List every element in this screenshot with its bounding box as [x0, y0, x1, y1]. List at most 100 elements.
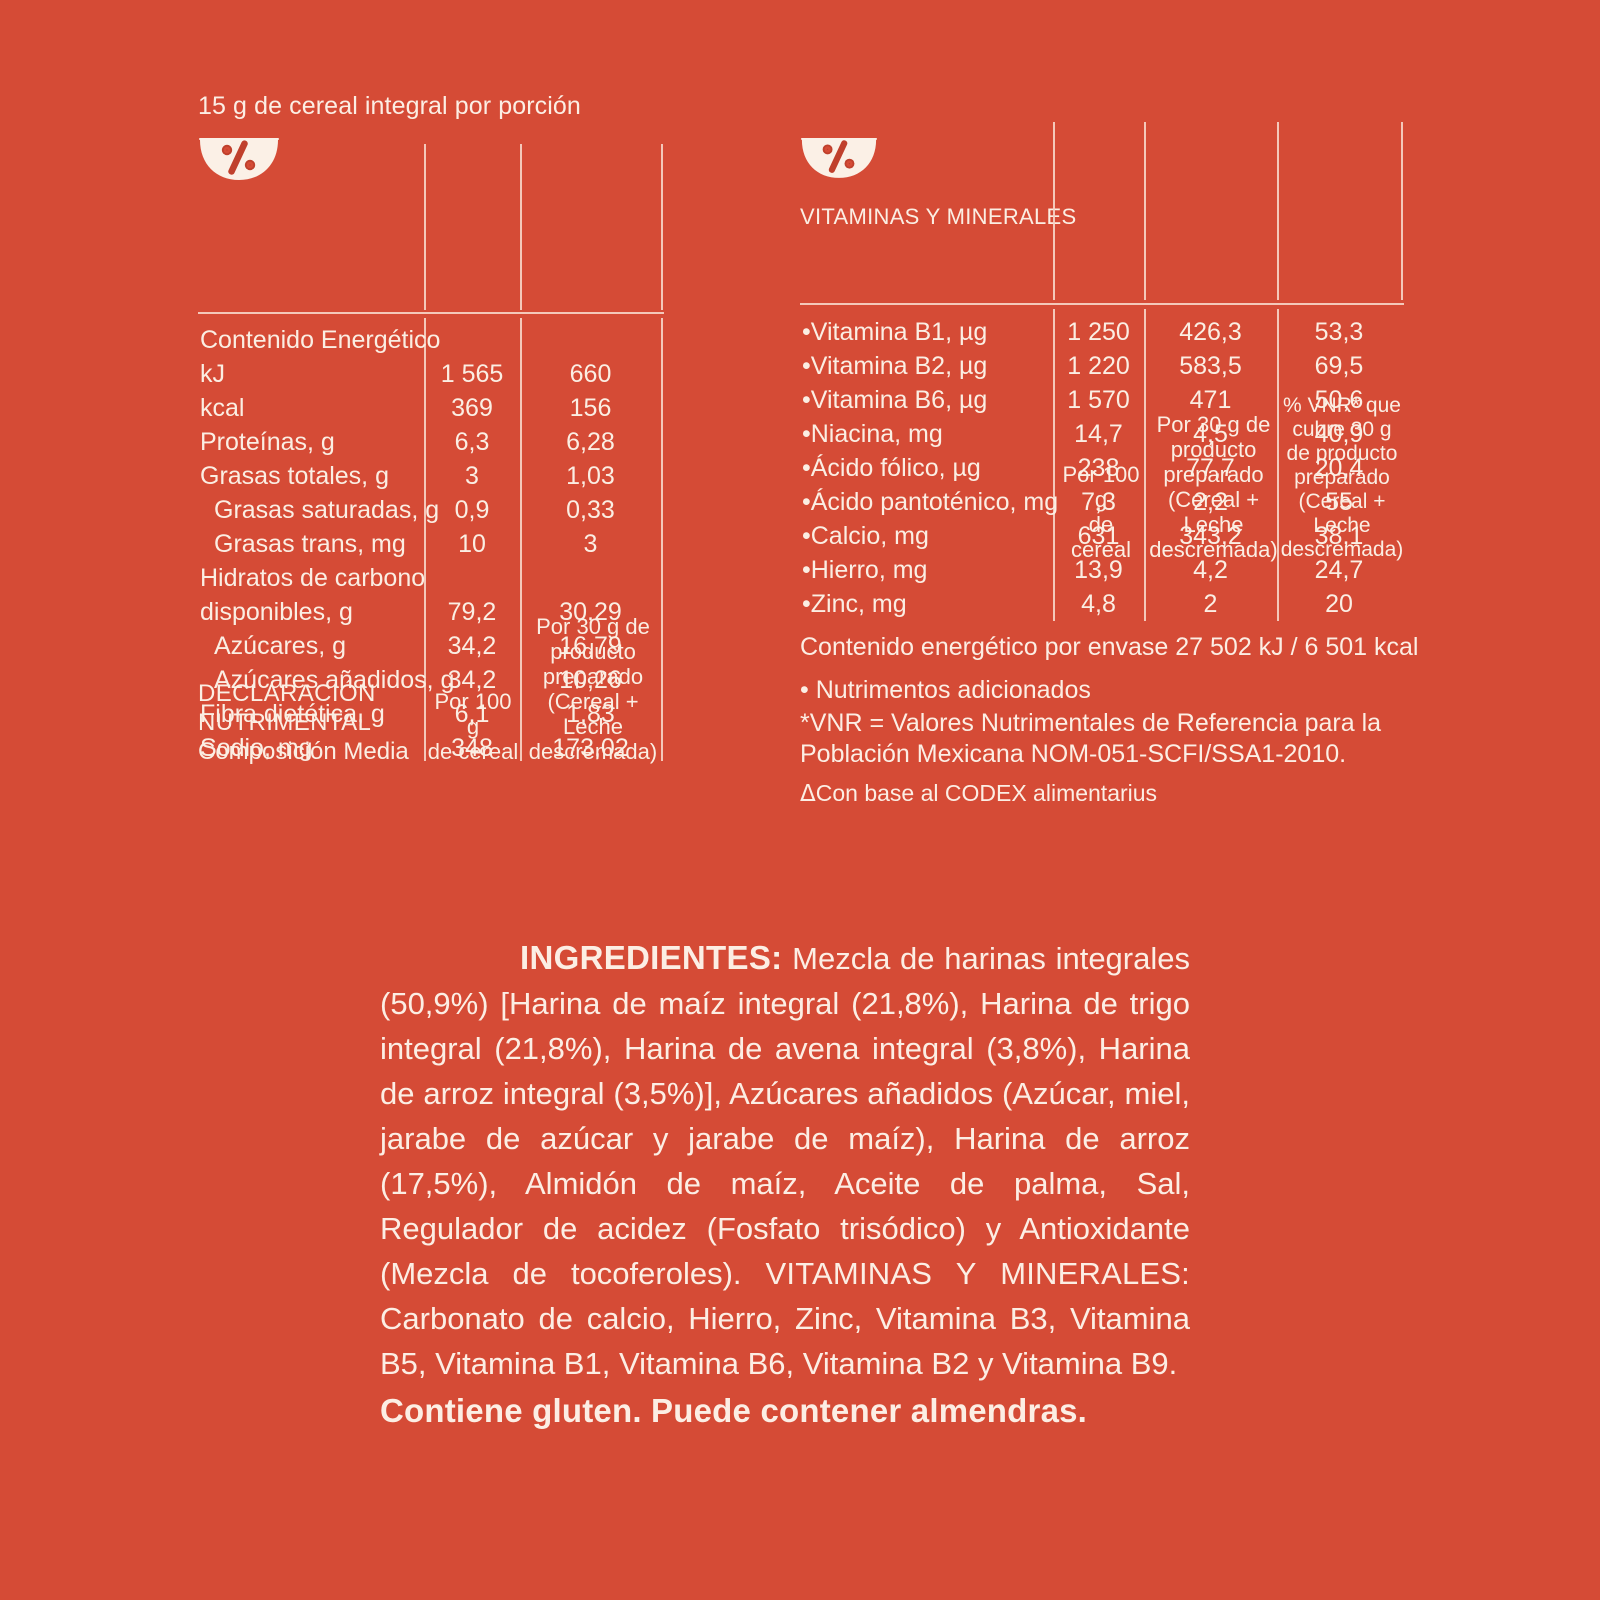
table-divider-vertical — [1401, 122, 1403, 300]
col-header-line: de producto — [1286, 442, 1398, 465]
footnote-added-nutrients: • Nutrimentos adicionados — [800, 676, 1091, 704]
bowl-percent-icon — [800, 134, 878, 180]
table-divider-vertical — [661, 318, 663, 761]
declaration-line-2: NUTRIMENTAL — [198, 709, 372, 736]
table-row-label: Contenido Energético — [200, 326, 441, 354]
table-cell-value: 4,5 — [1193, 420, 1228, 448]
table-cell-value: 1,03 — [566, 462, 615, 490]
column-header-per-30g-prepared: Por 30 g de producto preparado (Cereal +… — [1147, 412, 1280, 562]
table-divider-vertical — [1277, 309, 1279, 621]
table-row-label: kJ — [200, 360, 225, 388]
table-divider-vertical — [661, 144, 663, 310]
table-cell-value: 30,29 — [559, 598, 622, 626]
table-header-rule — [800, 303, 1404, 305]
table-row-label: •Vitamina B6, µg — [802, 386, 988, 414]
vitamins-minerals-table: VITAMINAS Y MINERALES Por 100 g de cerea… — [800, 112, 1404, 622]
col-header-line: producto — [1170, 437, 1257, 462]
portion-note: 15 g de cereal integral por porción — [198, 92, 581, 120]
column-header-per-100g: Por 100 g de cereal — [1056, 462, 1146, 562]
table-cell-value: 34,2 — [447, 632, 497, 660]
table-row-label: •Zinc, mg — [802, 590, 907, 618]
table-cell-value: 426,3 — [1179, 318, 1242, 346]
table-cell-value: 79,2 — [447, 598, 497, 626]
table-row-label: •Ácido pantoténico, mg — [802, 488, 1059, 516]
col-header-line: descremada) — [1149, 537, 1278, 562]
allergen-warning: Contiene gluten. Puede contener almendra… — [380, 1392, 1088, 1429]
col-header-line: de cereal — [427, 739, 519, 764]
table-cell-value: 10,26 — [559, 666, 622, 694]
col-header-line: preparado — [542, 664, 644, 689]
table-divider-vertical — [1277, 122, 1279, 300]
table-cell-value: 24,7 — [1314, 556, 1364, 584]
table-cell-value: 6,1 — [454, 700, 490, 728]
table-divider-vertical — [1144, 309, 1146, 621]
table-header-rule — [198, 312, 664, 314]
col-header-line: descremada) — [528, 739, 658, 764]
ingredients-heading: INGREDIENTES: — [520, 939, 783, 976]
table-cell-value: 3 — [465, 462, 479, 490]
table-cell-value: 3 — [583, 530, 598, 558]
col-header-line: cubre 30 g — [1292, 418, 1392, 441]
declaration-line-3: Composición Media — [198, 738, 409, 765]
table-divider-vertical — [1053, 122, 1055, 300]
table-divider-vertical — [424, 144, 426, 310]
col-header-line: (Cereal + Leche — [547, 689, 639, 739]
table-row-label: •Calcio, mg — [802, 522, 929, 550]
table-cell-value: 238 — [1077, 454, 1120, 482]
table-divider-vertical — [520, 318, 522, 761]
col-header-line: preparado — [1163, 462, 1264, 487]
table-cell-value: 2,2 — [1193, 488, 1228, 516]
table-cell-value: 0,33 — [566, 496, 615, 524]
table-cell-value: 34,2 — [447, 666, 497, 694]
table-divider-vertical — [1144, 122, 1146, 300]
table-cell-value: 343,2 — [1179, 522, 1242, 550]
footnote-energy-per-package: Contenido energético por envase 27 502 k… — [800, 633, 1419, 661]
col-header-line: Por 30 g de — [1156, 412, 1271, 437]
table-row-label: disponibles, g — [200, 598, 353, 626]
table-cell-value: 7,3 — [1081, 488, 1116, 516]
table-cell-value: 16,79 — [559, 632, 622, 660]
table-row-label: Fibra dietética, g — [200, 700, 385, 728]
table-cell-value: 69,5 — [1314, 352, 1364, 380]
column-header-per-30g-prepared: Por 30 g de producto preparado (Cereal +… — [523, 614, 663, 764]
col-header-line: de cereal — [1071, 512, 1131, 562]
table-cell-value: 2 — [1203, 590, 1218, 618]
table-row-label: Proteínas, g — [200, 428, 335, 456]
table-cell-value: 583,5 — [1179, 352, 1242, 380]
table-cell-value: 13,9 — [1074, 556, 1123, 584]
table-cell-value: 38,1 — [1314, 522, 1364, 550]
col-header-line: % VNR* que — [1283, 394, 1401, 417]
footnote-vnr-definition: *VNR = Valores Nutrimentales de Referenc… — [800, 709, 1382, 768]
ingredients-block: INGREDIENTES: Mezcla de harinas integral… — [380, 935, 1190, 1433]
col-header-line: (Cereal + Leche — [1167, 487, 1260, 537]
declaration-line-1: DECLARACIÓN — [198, 680, 376, 707]
vitamins-minerals-title: VITAMINAS Y MINERALES — [800, 204, 1077, 229]
table-cell-value: 6,28 — [566, 428, 615, 456]
table-cell-value: 20 — [1325, 590, 1353, 618]
table-cell-value: 4,2 — [1193, 556, 1228, 584]
col-header-line: Por 100 g — [434, 689, 512, 739]
table-row-label: •Ácido fólico, µg — [802, 454, 981, 482]
col-header-line: Leche descremada) — [1280, 514, 1404, 561]
table-row-label: Grasas totales, g — [200, 462, 389, 490]
table-cell-value: 348 — [451, 734, 493, 762]
table-row-label: •Niacina, mg — [802, 420, 943, 448]
column-header-percent-vnr: % VNR* que cubre 30 g de producto prepar… — [1280, 394, 1404, 562]
table-divider-vertical — [424, 318, 426, 761]
ingredients-vitamins-body: Carbonato de calcio, Hierro, Zinc, Vitam… — [380, 1301, 1190, 1381]
table-row-label: •Vitamina B2, µg — [802, 352, 988, 380]
table-cell-value: 1 250 — [1067, 318, 1130, 346]
table-divider-vertical — [1053, 309, 1055, 621]
table-row-label: Hidratos de carbono — [200, 564, 426, 592]
table-row-label: •Hierro, mg — [802, 556, 928, 584]
table-row-label: •Vitamina B1, µg — [802, 318, 988, 346]
table-cell-value: 631 — [1077, 522, 1120, 550]
col-header-line: Por 100 g — [1062, 462, 1140, 512]
column-header-per-100g: Por 100 g de cereal — [426, 689, 520, 764]
table-row-label: Grasas trans, mg — [214, 530, 406, 558]
table-cell-value: 1 220 — [1067, 352, 1130, 380]
table-cell-value: 14,7 — [1074, 420, 1123, 448]
table-row-label: kcal — [200, 394, 245, 422]
table-cell-value: 1,83 — [566, 700, 615, 728]
